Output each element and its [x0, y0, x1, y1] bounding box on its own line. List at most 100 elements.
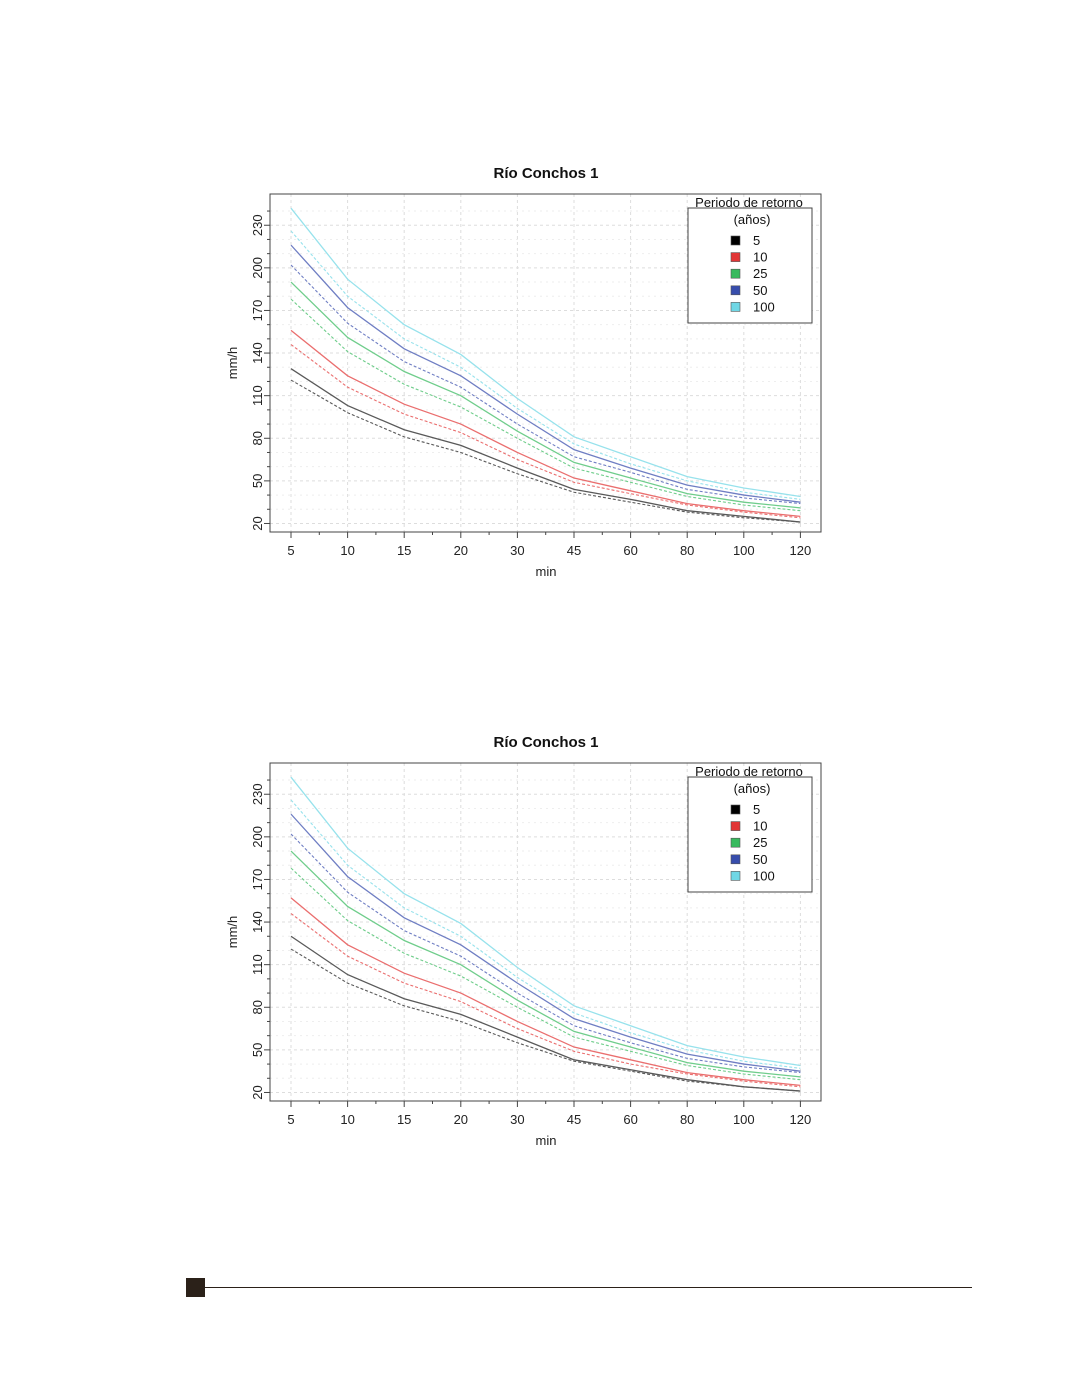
series-5: [290, 368, 801, 523]
y-axis-label: mm/h: [225, 916, 240, 949]
y-tick-label: 200: [250, 257, 265, 279]
y-tick-label: 230: [250, 783, 265, 805]
legend-label: 10: [753, 250, 767, 265]
x-tick-label: 80: [680, 1112, 694, 1127]
grid: [270, 763, 821, 1101]
y-tick-label: 140: [250, 342, 265, 364]
legend-label: 10: [753, 819, 767, 834]
x-tick-label: 15: [397, 1112, 411, 1127]
x-tick-label: 30: [510, 1112, 524, 1127]
legend-label: 5: [753, 802, 760, 817]
x-tick-label: 100: [733, 543, 755, 558]
series-line-dashed: [290, 344, 801, 519]
chart-bottom: Río Conchos 1 5 10 15 20 30 45 60 80 100 120 min 20 5…: [0, 719, 1071, 1159]
legend-subtitle: (años): [734, 212, 771, 227]
legend-label: 100: [753, 299, 775, 314]
series-line-solid: [290, 368, 801, 523]
legend-subtitle: (años): [734, 781, 771, 796]
legend-title: Periodo de retorno: [695, 764, 803, 779]
series-line-solid: [290, 850, 801, 1078]
x-tick-label: 15: [397, 543, 411, 558]
x-tick-label: 10: [340, 1112, 354, 1127]
x-tick-label: 20: [454, 543, 468, 558]
x-tick-label: 20: [454, 1112, 468, 1127]
series-line-dashed: [290, 298, 801, 512]
series-line-dashed: [290, 264, 801, 505]
y-tick-label: 110: [250, 385, 265, 406]
series-line-dashed: [290, 799, 801, 1069]
legend-swatch: [730, 302, 741, 312]
series-line-solid: [290, 935, 801, 1092]
x-tick-label: 80: [680, 543, 694, 558]
x-tick-label: 45: [567, 1112, 581, 1127]
chart-title: Río Conchos 1: [493, 734, 598, 751]
y-tick-label: 200: [250, 826, 265, 848]
legend-title: Periodo de retorno: [695, 195, 803, 210]
legend-box: [687, 776, 813, 893]
legend-swatch: [730, 285, 741, 296]
grid: [270, 194, 821, 532]
series-line-solid: [290, 207, 801, 498]
y-axis-label: mm/h: [225, 347, 240, 380]
chart-svg: Río Conchos 1 5 10 15 20 30 45 60 80 100 120 min 20 5…: [225, 165, 822, 579]
legend-label: 50: [753, 283, 767, 298]
legend-label: 100: [753, 868, 775, 883]
x-tick-label: 45: [567, 543, 581, 558]
series-100: [290, 207, 801, 500]
series-line-dashed: [290, 833, 801, 1074]
series-line-dashed: [290, 948, 801, 1092]
x-tick-label: 5: [287, 543, 294, 558]
y-tick-label: 50: [250, 474, 265, 488]
legend-label: 25: [753, 835, 767, 850]
x-tick-label: 120: [790, 543, 812, 558]
series-line-solid: [290, 813, 801, 1072]
legend-swatch: [730, 804, 741, 815]
legend-swatch: [730, 821, 741, 831]
x-tick-label: 30: [510, 543, 524, 558]
legend-swatch: [730, 837, 741, 848]
x-tick-label: 60: [623, 1112, 637, 1127]
chart-svg: Río Conchos 1 5 10 15 20 30 45 60 80 100 120 min 20 5…: [225, 734, 822, 1148]
series-line-dashed: [290, 913, 801, 1088]
x-axis-label: min: [536, 564, 557, 579]
x-axis-label: min: [536, 1133, 557, 1148]
series-line-solid: [290, 281, 801, 509]
series-line-solid: [290, 897, 801, 1087]
y-tick-label: 140: [250, 911, 265, 933]
series-line-dashed: [290, 867, 801, 1081]
series-line-solid: [290, 329, 801, 518]
y-tick-label: 170: [250, 300, 265, 322]
x-tick-label: 10: [340, 543, 354, 558]
series-line-dashed: [290, 230, 801, 500]
series-25: [290, 850, 801, 1081]
y-tick-label: 50: [250, 1043, 265, 1057]
series-50: [290, 813, 801, 1074]
y-tick-label: 230: [250, 214, 265, 236]
legend-swatch: [730, 252, 741, 262]
legend-label: 25: [753, 266, 767, 281]
y-tick-label: 80: [250, 431, 265, 445]
y-tick-label: 80: [250, 1000, 265, 1014]
chart-top: Río Conchos 1 5 10 15 20 30 45 60 80 100 120 min 20 5…: [0, 150, 1071, 590]
legend-label: 5: [753, 233, 760, 248]
series-10: [290, 329, 801, 519]
chart-title: Río Conchos 1: [493, 165, 598, 182]
y-tick-label: 20: [250, 516, 265, 530]
series-25: [290, 281, 801, 512]
y-tick-label: 110: [250, 954, 265, 975]
legend-label: 50: [753, 852, 767, 867]
series-10: [290, 897, 801, 1088]
series-50: [290, 244, 801, 505]
series-5: [290, 935, 801, 1092]
series-line-dashed: [290, 379, 801, 523]
legend-swatch: [730, 235, 741, 246]
footer-square-mark: [186, 1278, 205, 1297]
x-tick-label: 5: [287, 1112, 294, 1127]
x-tick-label: 100: [733, 1112, 755, 1127]
legend-box: [687, 207, 813, 324]
x-tick-label: 120: [790, 1112, 812, 1127]
legend-swatch: [730, 871, 741, 881]
footer-rule: [205, 1287, 972, 1288]
